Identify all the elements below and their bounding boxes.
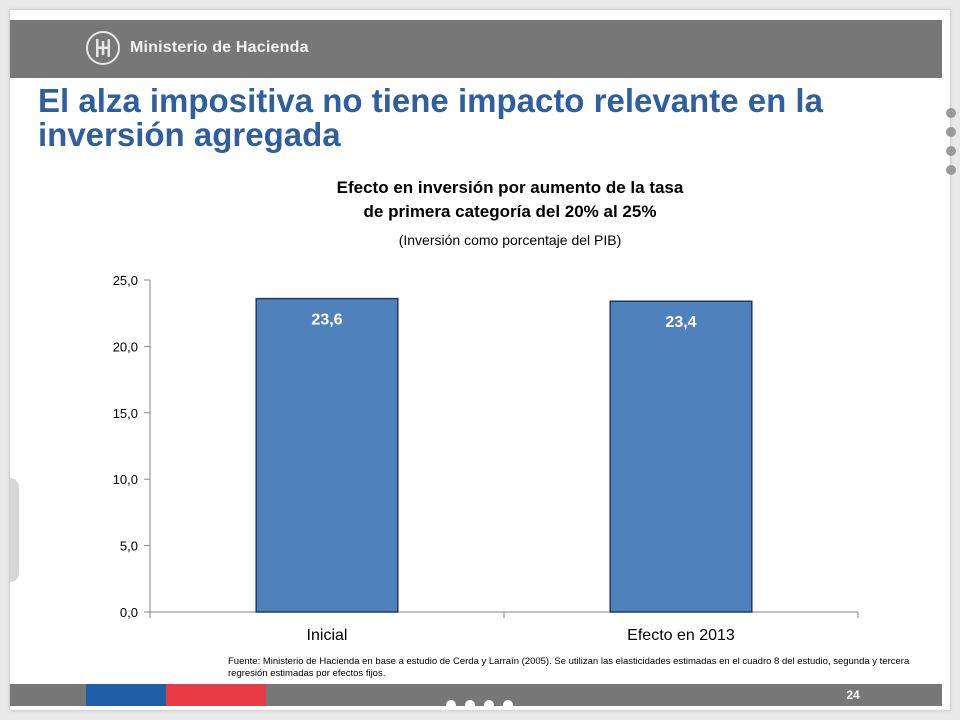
- page-number: 24: [846, 688, 860, 702]
- x-category-label: Inicial: [307, 627, 348, 644]
- source-note: Fuente: Ministerio de Hacienda en base a…: [228, 656, 910, 679]
- bar-data-label: 23,6: [311, 312, 342, 329]
- slide-title: El alza impositiva no tiene impacto rele…: [38, 82, 823, 153]
- y-tick-label: 15,0: [113, 406, 138, 421]
- y-tick-label: 5,0: [120, 539, 138, 554]
- y-tick-label: 25,0: [113, 273, 138, 288]
- x-category-label: Efecto en 2013: [627, 627, 735, 644]
- chart-title-line-2: de primera categoría del 20% al 25%: [363, 202, 657, 221]
- bar-data-label: 23,4: [665, 314, 696, 331]
- ministry-emblem-icon: [86, 31, 120, 65]
- y-tick-label: 20,0: [113, 339, 138, 354]
- chart-subtitle: (Inversión como porcentaje del PIB): [398, 232, 622, 248]
- chart-title-line-1: Efecto en inversión por aumento de la ta…: [336, 178, 684, 197]
- y-tick-label: 0,0: [120, 605, 138, 620]
- bar: [255, 297, 399, 613]
- footer-stripe-red: [166, 684, 266, 706]
- decorative-dots-right: [944, 108, 958, 184]
- ministry-logo: Ministerio de Hacienda: [86, 26, 309, 70]
- bar: [609, 300, 753, 613]
- decorative-dots-bottom: [446, 700, 513, 710]
- decorative-left-tab: [10, 478, 19, 582]
- y-tick-label: 10,0: [113, 472, 138, 487]
- header-band: [10, 20, 942, 78]
- slide-background: [10, 10, 950, 710]
- footer-stripe-blue: [86, 684, 166, 706]
- chart-title: Efecto en inversión por aumento de la ta…: [260, 176, 760, 224]
- org-name: Ministerio de Hacienda: [130, 39, 309, 56]
